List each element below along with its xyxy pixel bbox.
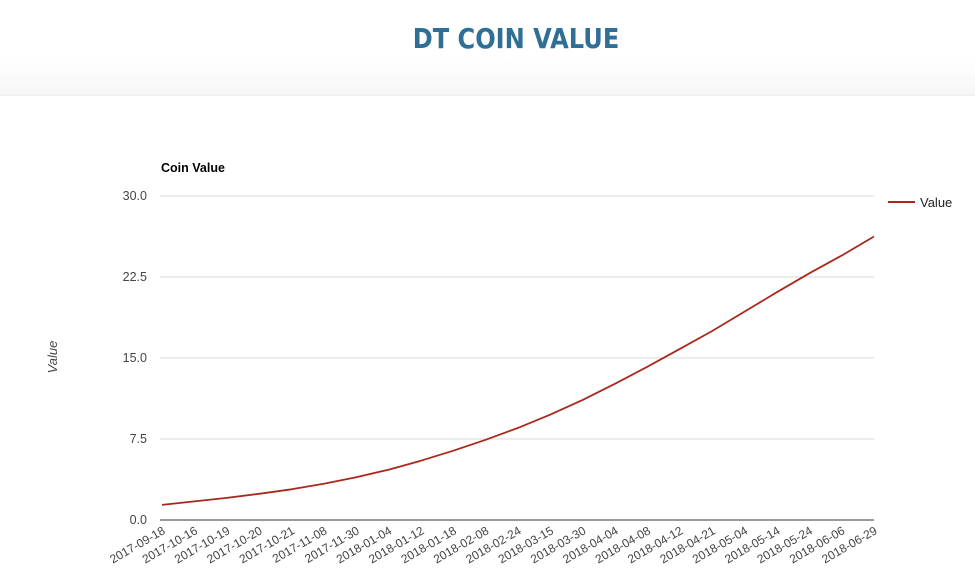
y-tick-label: 22.5: [123, 270, 147, 284]
y-tick-label: 30.0: [123, 189, 147, 203]
series-lines: [161, 235, 875, 506]
chart-title: Coin Value: [161, 161, 225, 175]
y-tick-labels: 0.0 7.5 15.0 22.5 30.0: [123, 189, 147, 527]
y-tick-label: 0.0: [130, 513, 147, 527]
x-tick-labels: 2017-09-182017-10-162017-10-192017-10-20…: [107, 523, 879, 566]
legend-label-value: Value: [920, 195, 952, 210]
legend: Value: [888, 195, 952, 210]
y-axis-label: Value: [45, 341, 60, 374]
series-line-value: [161, 235, 875, 506]
grid-lines: [160, 195, 874, 521]
y-tick-label: 15.0: [123, 351, 147, 365]
page-header: DT COIN VALUE: [0, 0, 975, 96]
page-title: DT COIN VALUE: [412, 22, 620, 55]
y-tick-label: 7.5: [130, 432, 147, 446]
